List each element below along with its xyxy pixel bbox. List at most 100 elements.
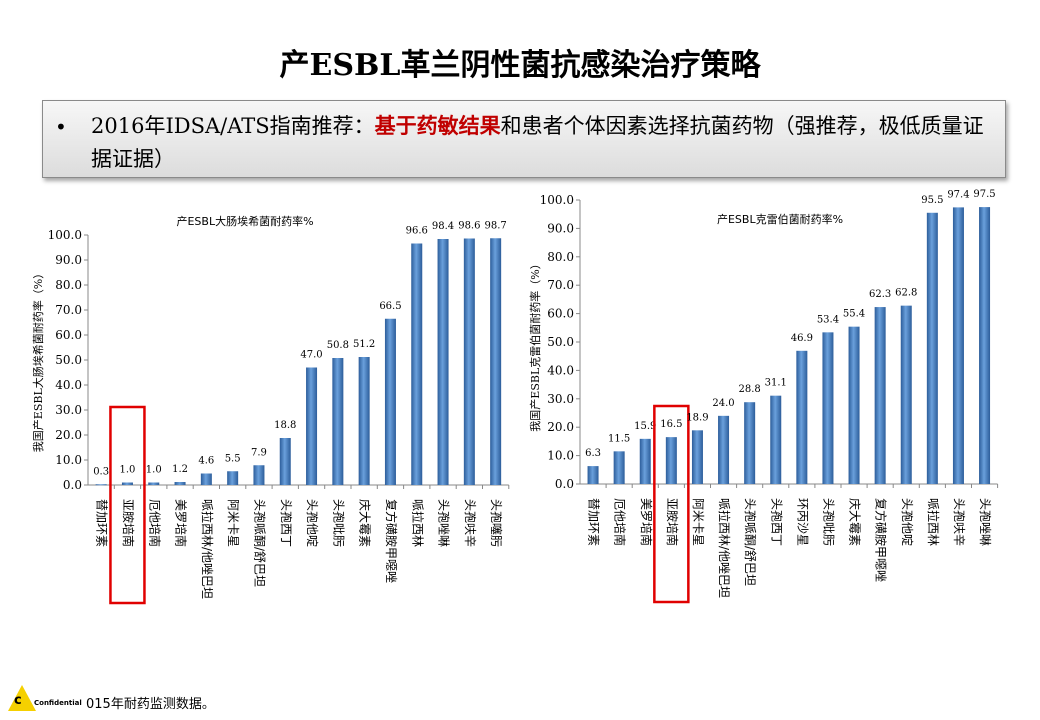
bar xyxy=(639,438,651,484)
category-label: 阿米卡星 xyxy=(691,498,705,546)
y-tick-label: 70.0 xyxy=(547,278,574,292)
data-label: 1.0 xyxy=(119,465,135,476)
company-logo-icon xyxy=(8,685,36,711)
bar xyxy=(979,207,991,484)
bar xyxy=(200,473,212,485)
bar xyxy=(306,367,318,485)
bar xyxy=(926,212,938,484)
bar xyxy=(227,471,239,485)
y-tick-label: 100.0 xyxy=(540,193,574,207)
data-label: 98.4 xyxy=(432,221,454,232)
bar xyxy=(332,358,344,485)
category-label: 头孢吡肟 xyxy=(821,498,835,546)
bar xyxy=(744,402,756,484)
data-label: 95.5 xyxy=(921,195,943,206)
chart-title: 产ESBL大肠埃希菌耐药率% xyxy=(176,214,313,228)
category-label: 复方磺胺甲噁唑 xyxy=(874,498,889,582)
data-label: 5.5 xyxy=(225,453,241,464)
y-tick-label: 90.0 xyxy=(55,253,82,267)
y-tick-label: 10.0 xyxy=(55,453,82,467)
y-tick-label: 30.0 xyxy=(547,392,574,406)
category-label: 头孢西丁 xyxy=(769,498,783,546)
data-label: 47.0 xyxy=(300,350,322,361)
bar xyxy=(490,238,502,485)
bar xyxy=(279,438,291,485)
bar xyxy=(411,243,423,485)
bar xyxy=(822,332,834,484)
category-label: 头孢哌酮/舒巴坦 xyxy=(252,499,266,587)
bar xyxy=(587,466,599,484)
category-label: 头孢他啶 xyxy=(305,499,319,547)
category-label: 头孢唑啉 xyxy=(978,498,992,546)
category-label: 替加环素 xyxy=(587,498,601,546)
bar xyxy=(148,482,160,485)
data-label: 31.1 xyxy=(765,378,787,389)
bar xyxy=(848,326,860,484)
category-label: 阿米卡星 xyxy=(226,499,240,547)
bar xyxy=(384,318,396,485)
category-label: 亚胺培南 xyxy=(665,498,680,546)
category-label: 头孢唑啉 xyxy=(437,499,451,547)
y-tick-label: 60.0 xyxy=(55,328,82,342)
y-tick-label: 80.0 xyxy=(547,250,574,264)
category-label: 头孢他啶 xyxy=(900,498,914,546)
chart-title: 产ESBL克雷伯菌耐药率% xyxy=(717,212,843,226)
data-label: 16.5 xyxy=(660,419,682,430)
category-label: 环丙沙星 xyxy=(795,498,809,546)
y-tick-label: 30.0 xyxy=(55,403,82,417)
category-label: 哌拉西林 xyxy=(410,499,425,547)
data-label: 98.6 xyxy=(458,221,480,232)
data-label: 6.3 xyxy=(585,448,601,459)
data-label: 50.8 xyxy=(327,340,349,351)
data-label: 62.3 xyxy=(869,289,891,300)
bar xyxy=(952,207,964,484)
data-label: 98.7 xyxy=(485,220,507,231)
data-label: 1.2 xyxy=(172,464,188,475)
y-tick-label: 90.0 xyxy=(547,221,574,235)
data-label: 18.8 xyxy=(274,420,296,431)
category-label: 头孢噻肟 xyxy=(489,499,504,547)
category-label: 厄他培南 xyxy=(147,499,162,547)
bar xyxy=(691,430,703,484)
category-label: 美罗培南 xyxy=(174,499,189,547)
data-label: 18.9 xyxy=(686,412,708,423)
bar xyxy=(463,238,475,485)
y-tick-label: 0.0 xyxy=(555,477,574,491)
highlight-box xyxy=(109,405,146,605)
footnote: 015年耐药监测数据。 xyxy=(86,697,215,712)
recommendation-box: • 2016年IDSA/ATS指南推荐：基于药敏结果和患者个体因素选择抗菌药物（… xyxy=(42,100,1006,178)
category-label: 哌拉西林/他唑巴坦 xyxy=(200,499,215,599)
data-label: 96.6 xyxy=(406,226,428,237)
y-axis-label: 我国产ESBL大肠埃希菌耐药率（%） xyxy=(31,268,45,452)
category-label: 庆大霉素 xyxy=(848,498,862,546)
bar xyxy=(358,357,370,485)
bar xyxy=(437,239,449,485)
y-tick-label: 40.0 xyxy=(547,363,574,377)
data-label: 51.2 xyxy=(353,339,375,350)
data-label: 28.8 xyxy=(739,384,761,395)
bar xyxy=(613,451,625,484)
data-label: 53.4 xyxy=(817,314,839,325)
data-label: 97.4 xyxy=(947,189,969,200)
page-title: 产ESBL革兰阴性菌抗感染治疗策略 xyxy=(279,48,761,83)
category-label: 哌拉西林/他唑巴坦 xyxy=(717,498,732,598)
data-label: 97.5 xyxy=(973,189,995,200)
y-axis-label: 我国产ESBL克雷伯菌耐药率（%） xyxy=(528,258,542,431)
bar xyxy=(770,395,782,484)
y-tick-label: 10.0 xyxy=(547,449,574,463)
klebsiella-resistance-chart: 产ESBL克雷伯菌耐药率% 我国产ESBL克雷伯菌耐药率（%） 0.0 10.0 20.… xyxy=(528,189,999,604)
data-label: 46.9 xyxy=(791,333,813,344)
recommendation-highlight: 基于药敏结果 xyxy=(374,113,501,138)
category-label: 头孢呋辛 xyxy=(952,498,966,546)
bar xyxy=(796,350,808,484)
bar xyxy=(95,484,107,486)
bar xyxy=(718,415,730,484)
y-tick-label: 20.0 xyxy=(55,428,82,442)
footer: c Confidential 015年耐药监测数据。 xyxy=(0,685,400,720)
y-tick-label: 100.0 xyxy=(48,228,82,242)
recommendation-prefix: 2016年IDSA/ATS指南推荐： xyxy=(91,114,375,138)
logo-letter: c xyxy=(14,693,22,708)
data-label: 15.9 xyxy=(634,421,656,432)
highlight-box xyxy=(653,404,690,604)
y-tick-label: 40.0 xyxy=(55,378,82,392)
